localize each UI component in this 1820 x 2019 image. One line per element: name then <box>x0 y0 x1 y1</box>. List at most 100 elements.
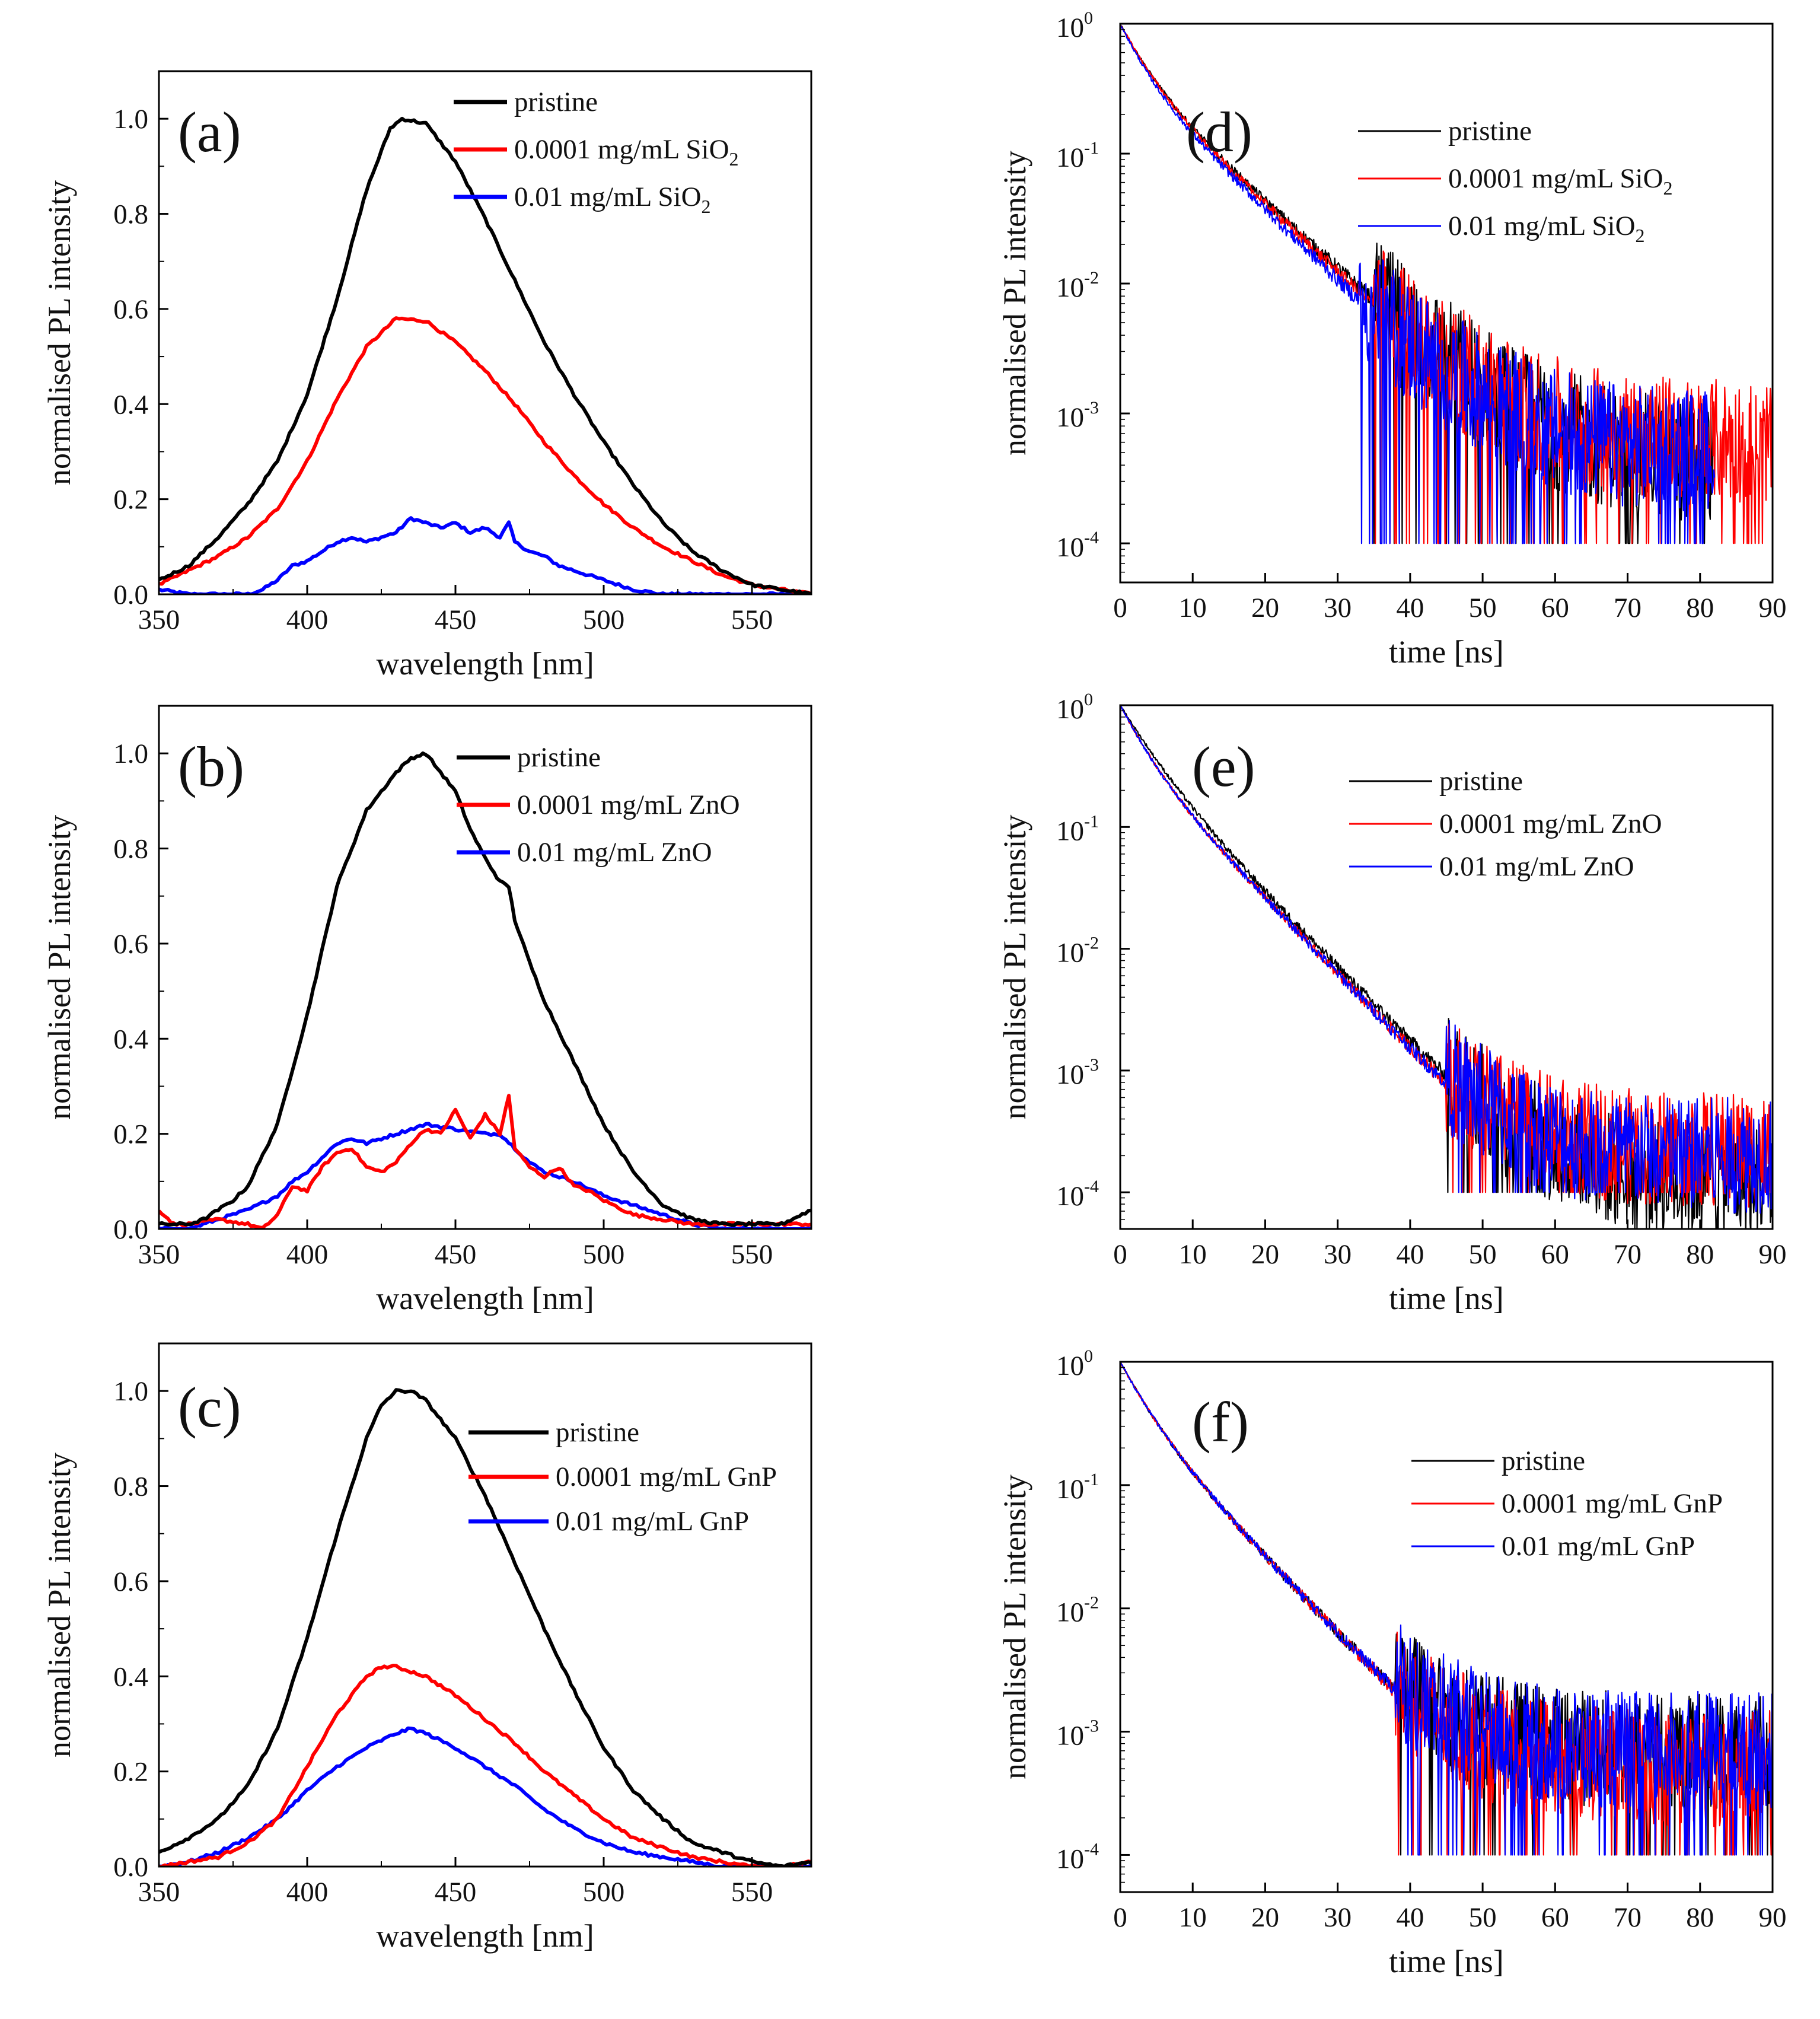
panel-label: (e) <box>1192 735 1255 798</box>
plot-frame <box>158 70 812 595</box>
legend-label-text: 0.0001 mg/mL SiO <box>514 134 729 165</box>
x-tick-label: 450 <box>435 604 477 635</box>
legend-label-text: pristine <box>556 1417 639 1448</box>
x-tick-label: 500 <box>583 1239 625 1270</box>
x-tick-label: 20 <box>1251 1902 1279 1933</box>
y-axis-title: normalised PL intensity <box>42 1453 77 1757</box>
y-tick-label: 0.8 <box>113 1472 148 1502</box>
legend-label-subscript: 2 <box>1636 225 1645 246</box>
x-tick-label: 400 <box>286 1239 329 1270</box>
x-tick-label: 500 <box>583 1877 625 1907</box>
legend-label-text: 0.01 mg/mL SiO <box>514 181 702 212</box>
y-tick-base: 10 <box>1056 816 1084 846</box>
y-tick-label: 0.6 <box>113 1566 148 1597</box>
legend-label: pristine <box>556 1417 639 1448</box>
y-tick-label: 0.8 <box>113 834 148 865</box>
x-tick-label: 90 <box>1759 1239 1787 1270</box>
y-tick-exponent: -4 <box>1084 1839 1099 1859</box>
legend-label: 0.0001 mg/mL ZnO <box>517 789 740 820</box>
series-group <box>1120 24 1773 544</box>
y-tick-label: 10-3 <box>1056 1055 1099 1090</box>
y-tick-exponent: -3 <box>1084 398 1099 418</box>
x-axis-title: wavelength [nm] <box>376 646 594 682</box>
legend-label: pristine <box>1439 766 1523 797</box>
plot-frame <box>158 1342 812 1868</box>
y-tick-label: 0.0 <box>113 1852 148 1883</box>
y-axis-title: normalised PL intensity <box>42 815 77 1120</box>
x-tick-label: 350 <box>138 1239 180 1270</box>
x-tick-label: 80 <box>1686 1239 1714 1270</box>
legend-label: 0.01 mg/mL ZnO <box>1439 851 1634 882</box>
y-tick-label: 10-3 <box>1056 398 1099 433</box>
legend-label-text: 0.01 mg/mL ZnO <box>1439 851 1634 882</box>
y-tick-exponent: -1 <box>1084 1470 1099 1489</box>
x-tick-label: 20 <box>1251 593 1279 623</box>
panel-c: 350 400 450 500 550 0.0 0.2 0.4 0.6 0.8 1.0 wavelen… <box>42 1342 812 1954</box>
y-tick-base: 10 <box>1056 532 1084 563</box>
y-axis-title: normalised PL intensity <box>42 180 77 485</box>
y-tick-label: 100 <box>1056 690 1093 725</box>
y-tick-base: 10 <box>1056 1721 1084 1752</box>
x-tick-label: 90 <box>1759 1902 1787 1933</box>
y-tick-base: 10 <box>1056 1843 1084 1874</box>
y-tick-exponent: 0 <box>1084 1346 1093 1366</box>
y-tick-base: 10 <box>1056 938 1084 969</box>
legend-label-text: 0.01 mg/mL GnP <box>1502 1531 1695 1562</box>
panel-label: (d) <box>1186 100 1252 164</box>
x-tick-label: 30 <box>1324 1902 1352 1933</box>
series-group <box>1120 1362 1773 1856</box>
series-line-0 <box>159 751 811 1227</box>
y-tick-base: 10 <box>1056 1597 1084 1628</box>
y-tick-label: 0.8 <box>113 199 148 230</box>
y-tick-label: 10-2 <box>1056 268 1099 303</box>
x-tick-label: 30 <box>1324 1239 1352 1270</box>
y-tick-label: 10-1 <box>1056 138 1099 173</box>
x-tick-label: 10 <box>1179 1239 1207 1270</box>
legend-label: 0.01 mg/mL GnP <box>1502 1531 1695 1562</box>
legend-label: 0.0001 mg/mL ZnO <box>1439 808 1662 839</box>
x-tick-label: 40 <box>1396 1239 1424 1270</box>
legend: pristine 0.0001 mg/mL GnP 0.01 mg/mL GnP <box>1411 1445 1723 1562</box>
x-tick-label: 400 <box>286 1877 329 1907</box>
y-tick-label: 10-4 <box>1056 528 1099 563</box>
y-tick-exponent: -3 <box>1084 1717 1099 1736</box>
series-group <box>159 116 811 594</box>
y-axis-title: normalised PL intensity <box>997 1475 1032 1779</box>
y-tick-exponent: -2 <box>1084 1593 1099 1613</box>
x-tick-label: 0 <box>1113 1239 1127 1270</box>
series-line-2 <box>1120 24 1716 544</box>
legend-label: 0.0001 mg/mL SiO2 <box>514 134 739 170</box>
x-axis-title: time [ns] <box>1389 1281 1503 1316</box>
plot-frame <box>158 705 812 1230</box>
y-tick-label: 10-1 <box>1056 1470 1099 1505</box>
legend-label-text: 0.01 mg/mL SiO <box>1448 211 1636 241</box>
x-axis-title: wavelength [nm] <box>376 1918 594 1954</box>
x-tick-label: 50 <box>1469 1902 1497 1933</box>
legend-label: 0.01 mg/mL SiO2 <box>514 181 711 217</box>
x-tick-label: 80 <box>1686 593 1714 623</box>
y-tick-label: 1.0 <box>113 1376 148 1407</box>
legend-label: pristine <box>1448 116 1532 147</box>
panel-b: 350 400 450 500 550 0.0 0.2 0.4 0.6 0.8 1.0 wavelen… <box>42 705 812 1316</box>
legend-label: 0.01 mg/mL SiO2 <box>1448 211 1645 246</box>
y-tick-base: 10 <box>1056 272 1084 303</box>
y-tick-label: 10-3 <box>1056 1717 1099 1752</box>
plot-frame <box>1119 704 1774 1230</box>
x-axis-title: wavelength [nm] <box>376 1281 594 1316</box>
x-tick-label: 550 <box>731 1239 773 1270</box>
y-tick-label: 0.0 <box>113 579 148 610</box>
y-tick-exponent: -1 <box>1084 138 1099 158</box>
legend-label: pristine <box>517 742 601 773</box>
x-tick-label: 550 <box>731 1877 773 1907</box>
y-tick-label: 0.2 <box>113 1119 148 1150</box>
x-axis-title: time [ns] <box>1389 634 1503 670</box>
legend-label-text: pristine <box>1502 1445 1585 1476</box>
legend: pristine 0.0001 mg/mL ZnO 0.01 mg/mL ZnO <box>1349 766 1662 882</box>
x-tick-label: 50 <box>1469 1239 1497 1270</box>
x-tick-label: 350 <box>138 604 180 635</box>
y-tick-exponent: 0 <box>1084 690 1093 709</box>
legend-label: pristine <box>1502 1445 1585 1476</box>
legend-label: 0.01 mg/mL GnP <box>556 1506 749 1537</box>
